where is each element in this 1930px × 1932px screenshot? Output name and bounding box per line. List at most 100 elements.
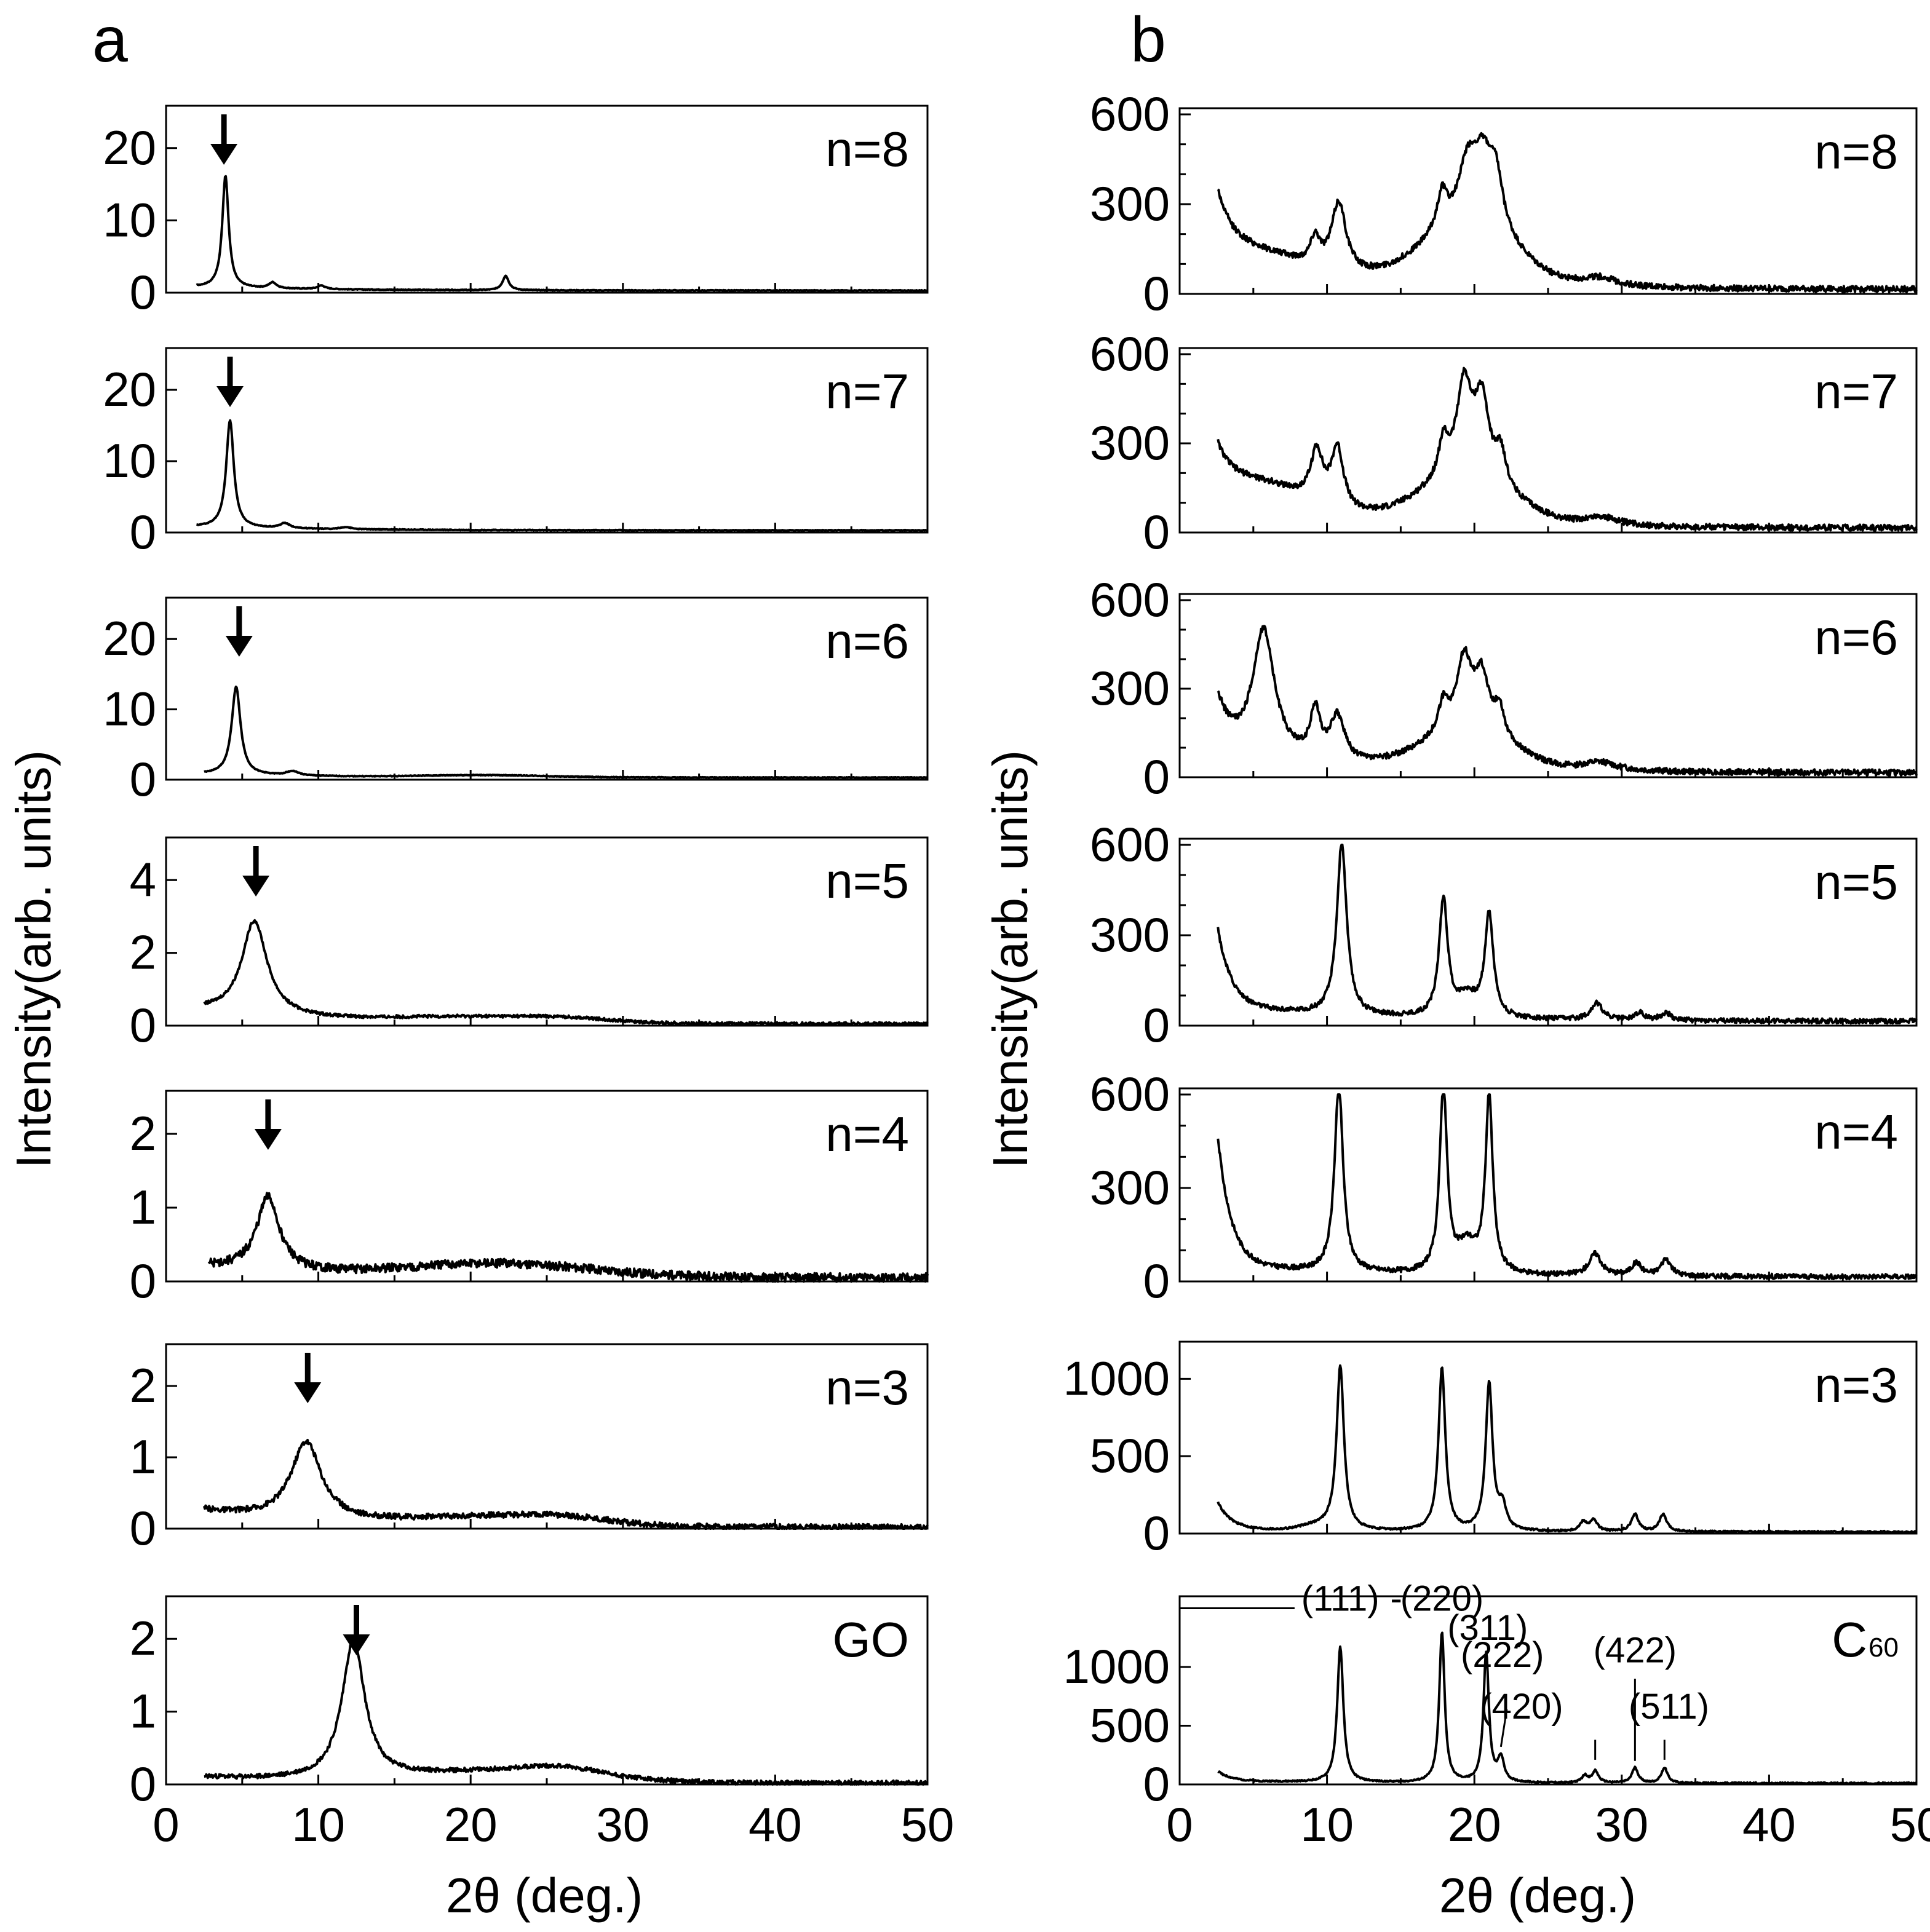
hkl-label: (311) [1447,1608,1528,1648]
y-tick-label: 600 [1090,1067,1170,1121]
subplot-a-1: 0 10 20 n=7 [103,347,929,559]
hkl-label: (220) [1400,1578,1483,1618]
subplot-frame [1178,1087,1918,1283]
peak-arrow-head [216,386,244,407]
peak-arrow-head [225,636,253,657]
x-tick-label: 0 [153,1797,179,1851]
panel-a-letter: a [92,4,128,76]
peak-arrow-head [343,1634,370,1655]
peak-arrow-head [294,1382,322,1403]
xrd-pattern-line [204,1637,929,1786]
xrd-pattern-line [1217,1631,1917,1786]
subplot-frame [165,596,929,781]
y-tick-label: 300 [1090,416,1170,470]
hkl-label: - [1391,1578,1402,1618]
panel-b-xrd-chart: 0300600n=80300600n=70300600n=60300600n=5… [1063,87,1930,1851]
x-tick-label: 40 [749,1797,802,1851]
subplot-frame [165,105,929,294]
y-tick-label: 600 [1090,817,1170,871]
series-label: n=3 [825,1360,909,1415]
x-tick-label: 50 [901,1797,955,1851]
xrd-pattern-line [196,419,928,532]
subplot-a-3: 0 2 4 n=5 [130,836,929,1052]
hkl-label: (511) [1629,1687,1709,1727]
panel-b-x-axis-title: 2θ (deg.) [1439,1868,1636,1923]
y-tick-label: 0 [130,998,156,1052]
subplot-b-0: 0 300 600 n=8 [1090,87,1918,320]
subplot-a-4: 0 1 2 n=4 [130,1090,929,1308]
series-label: n=3 [1814,1358,1898,1412]
xrd-pattern-line [1217,625,1918,777]
subplot-a-5: 0 1 2 n=3 [130,1343,929,1555]
hkl-label: (422) [1594,1630,1677,1670]
y-tick-label: 1 [130,1180,156,1234]
subplot-b-1: 0 300 600 n=7 [1090,327,1918,559]
subplot-b-4: 0 300 600 n=4 [1090,1067,1918,1308]
y-tick-label: 0 [1143,1506,1170,1560]
subplot-frame [1178,837,1918,1027]
y-tick-label: 300 [1090,908,1170,962]
y-tick-label: 300 [1090,1160,1170,1214]
y-tick-label: 0 [130,1757,156,1811]
series-label: n=6 [1814,610,1898,665]
x-tick-label: 20 [1448,1797,1501,1851]
series-label: n=7 [1814,364,1898,419]
x-tick-label: 10 [1300,1797,1354,1851]
series-label: n=6 [825,614,909,668]
y-tick-label: 0 [1143,998,1170,1052]
xrd-pattern-line [204,685,928,780]
series-label: n=5 [825,853,909,908]
xrd-pattern-line [196,175,928,292]
y-tick-label: 0 [130,1501,156,1555]
series-label: n=7 [825,364,909,419]
x-tick-label: 30 [596,1797,649,1851]
subplot-b-2: 0 300 600 n=6 [1090,572,1918,804]
y-tick-label: 300 [1090,176,1170,231]
series-label: C [1832,1612,1867,1667]
y-tick-label: 20 [103,362,156,416]
y-tick-label: 10 [103,192,156,247]
series-label: n=4 [825,1107,909,1162]
y-tick-label: 2 [130,1358,156,1412]
y-tick-label: 0 [130,752,156,806]
subplot-a-6: 0 1 2 GO 0 10 20 30 40 50 [130,1595,955,1851]
y-tick-label: 0 [1143,266,1170,320]
xrd-pattern-line [207,1192,929,1283]
xrd-pattern-line [1217,1364,1917,1534]
panel-a-x-axis-title: 2θ (deg.) [446,1868,643,1923]
panel-a-y-axis-title: Intensity(arb. units) [6,750,61,1168]
y-tick-label: 0 [1143,1757,1170,1811]
peak-arrow-head [242,876,270,897]
x-tick-label: 40 [1742,1797,1796,1851]
subplot-frame [165,347,929,534]
y-tick-label: 600 [1090,327,1170,381]
y-tick-label: 0 [130,265,156,319]
xrd-pattern-line [202,1438,929,1530]
subplot-frame [1178,347,1918,534]
subplot-a-0: 0 10 20 n=8 [103,105,929,319]
y-tick-label: 0 [1143,505,1170,559]
y-tick-label: 1000 [1063,1351,1170,1405]
x-tick-label: 20 [444,1797,498,1851]
y-tick-label: 0 [1143,1254,1170,1308]
y-tick-label: 600 [1090,572,1170,627]
y-tick-label: 10 [103,682,156,736]
subplot-frame [165,1090,929,1283]
y-tick-label: 2 [130,1611,156,1665]
hkl-label: (111) [1301,1578,1380,1618]
y-tick-label: 500 [1090,1428,1170,1483]
xrd-pattern-line [1217,844,1918,1025]
x-tick-label: 30 [1595,1797,1648,1851]
series-label: n=8 [825,122,909,176]
xrd-pattern-line [1217,132,1918,293]
series-label-subscript: 60 [1868,1633,1899,1663]
y-tick-label: 0 [1143,750,1170,804]
y-tick-label: 600 [1090,87,1170,141]
series-label: n=5 [1814,855,1898,909]
xrd-pattern-line [1217,366,1918,532]
y-tick-label: 20 [103,611,156,665]
x-tick-label: 0 [1166,1797,1193,1851]
